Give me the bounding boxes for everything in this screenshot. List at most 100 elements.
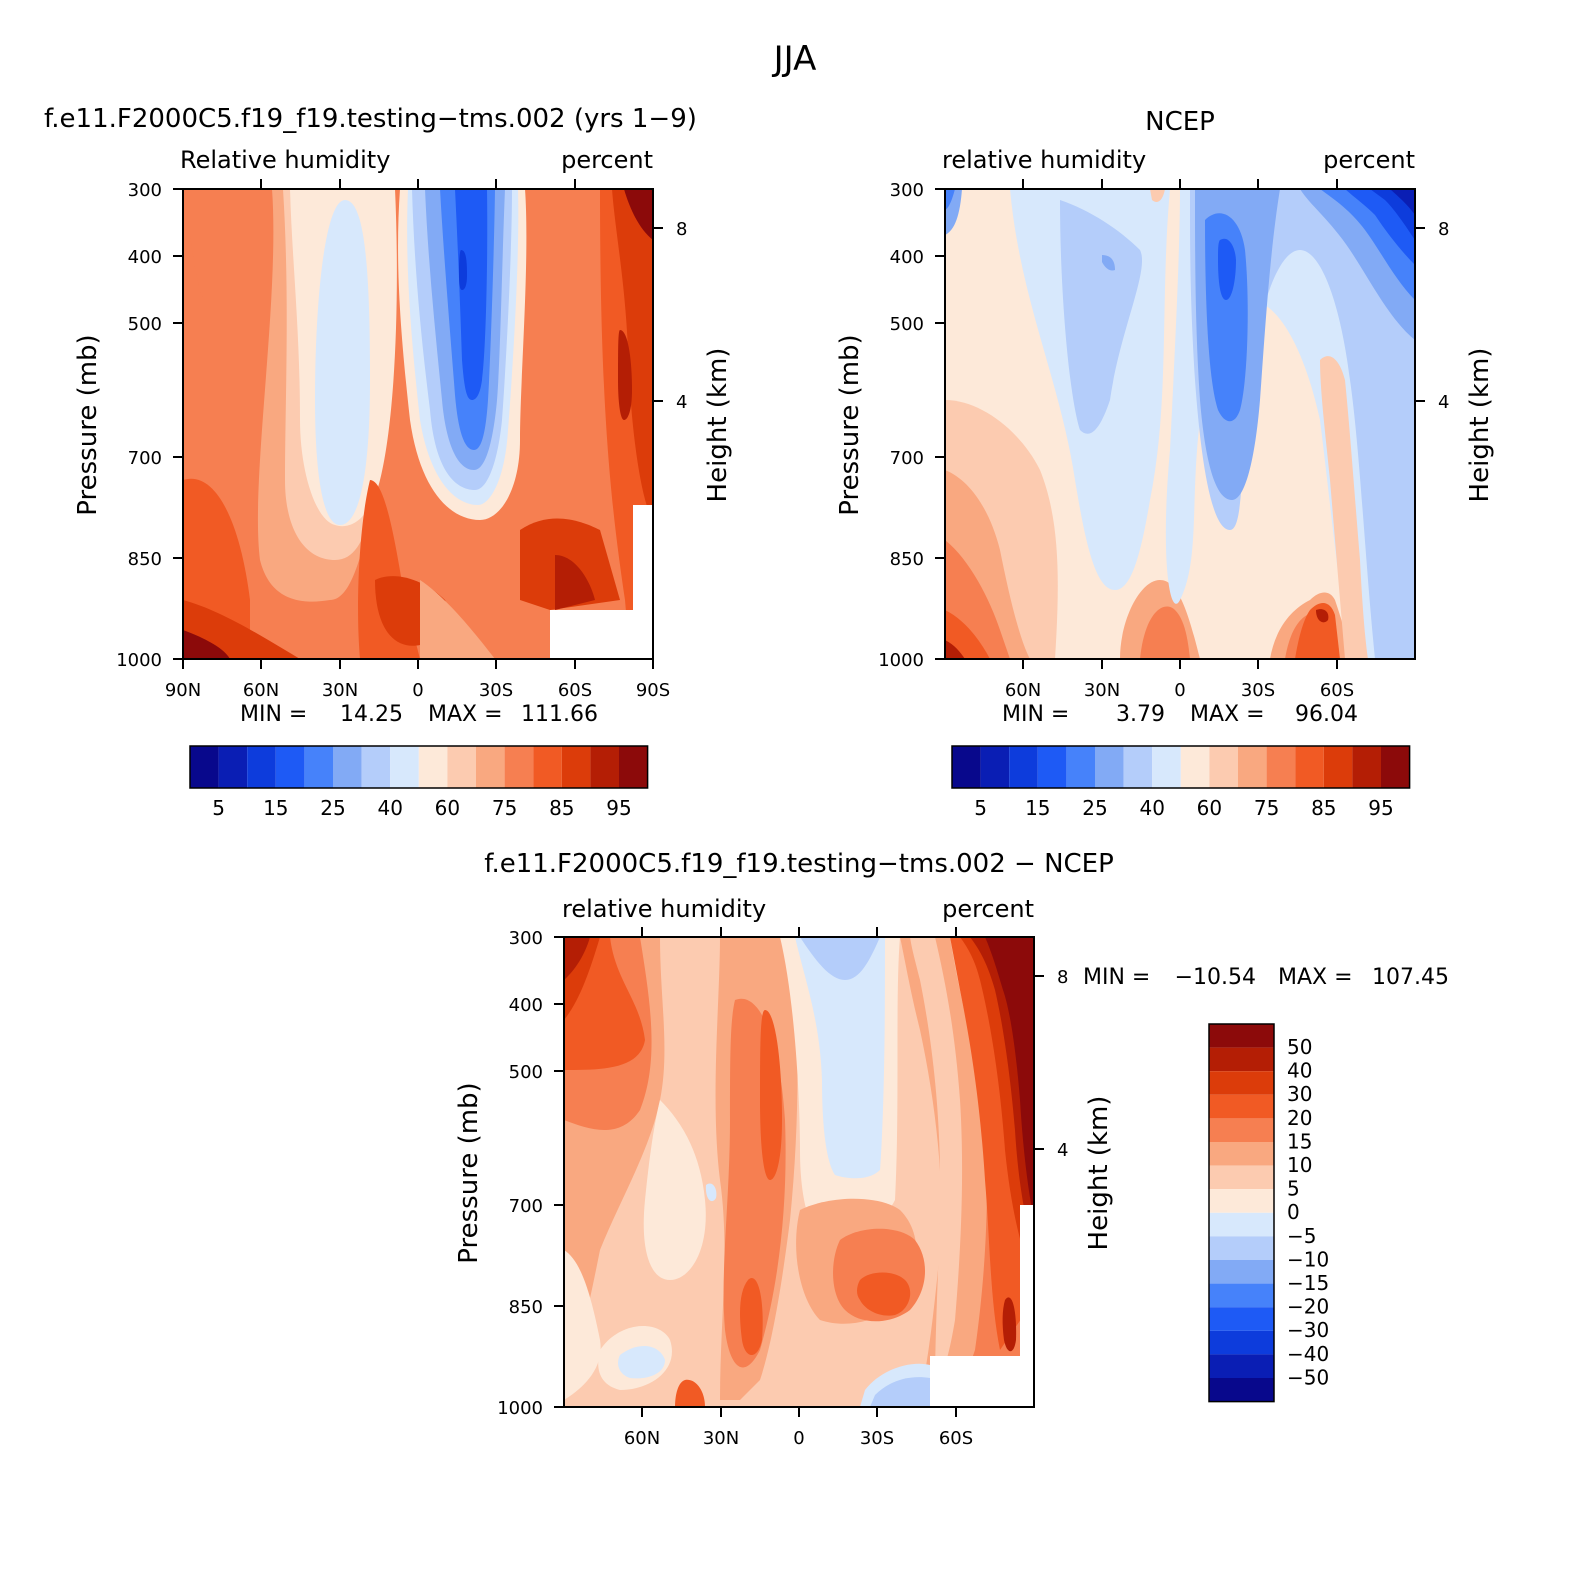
colorbar-label: 15 bbox=[1287, 1129, 1312, 1153]
colorbar-swatch bbox=[304, 746, 333, 788]
colorbar-swatch bbox=[1037, 746, 1067, 788]
contour-fill bbox=[183, 189, 205, 300]
panel-ncep-colorbar: 5 15 25 40 60 75 85 95 bbox=[951, 745, 1411, 820]
contour-fill bbox=[945, 640, 965, 659]
y-tick-label: 850 bbox=[890, 549, 924, 570]
contour-fill bbox=[930, 1205, 1034, 1407]
colorbar-swatch bbox=[1323, 746, 1353, 788]
x-tick-label: 60N bbox=[624, 1428, 660, 1449]
x-tick-label: 60N bbox=[1005, 680, 1041, 701]
y-tick-label: 1000 bbox=[497, 1398, 543, 1419]
colorbar-swatch bbox=[1266, 746, 1296, 788]
y-tick-label: 500 bbox=[509, 1062, 543, 1083]
colorbar-label: 20 bbox=[1287, 1106, 1312, 1130]
colorbar-label: 5 bbox=[974, 796, 987, 820]
colorbar-swatch bbox=[533, 746, 562, 788]
panel-model-max-label: MAX = bbox=[428, 702, 503, 727]
y-right-tick-label: 8 bbox=[1057, 967, 1068, 988]
contour-fill bbox=[795, 937, 885, 1179]
colorbar-swatch bbox=[1209, 1047, 1274, 1072]
y-tick-label: 400 bbox=[890, 247, 924, 268]
contour-fill bbox=[857, 1272, 911, 1316]
contour-fill bbox=[800, 937, 880, 980]
colorbar-label: 50 bbox=[1287, 1035, 1312, 1059]
colorbar-swatch bbox=[1209, 1378, 1274, 1402]
colorbar-label: −15 bbox=[1287, 1271, 1329, 1295]
x-tick-label: 60S bbox=[1320, 680, 1354, 701]
colorbar-swatch bbox=[1180, 746, 1210, 788]
x-tick-label: 90S bbox=[636, 680, 670, 701]
y-tick-label: 400 bbox=[509, 995, 543, 1016]
colorbar-label: 30 bbox=[1287, 1082, 1312, 1106]
panel-diff-title: f.e11.F2000C5.f19_f19.testing−tms.002 − … bbox=[484, 849, 1114, 879]
panel-model-title: f.e11.F2000C5.f19_f19.testing−tms.002 (y… bbox=[44, 104, 697, 134]
panel-ncep-contours bbox=[945, 189, 1415, 659]
colorbar-swatch bbox=[190, 746, 219, 788]
colorbar-swatch bbox=[1209, 1189, 1274, 1213]
colorbar-swatch bbox=[1209, 1212, 1274, 1237]
colorbar-swatch bbox=[418, 746, 448, 788]
colorbar-swatch bbox=[1209, 1354, 1274, 1378]
contour-fill bbox=[1140, 606, 1190, 659]
contour-fill bbox=[945, 189, 955, 210]
colorbar-swatch bbox=[590, 746, 619, 788]
colorbar-label: 40 bbox=[377, 796, 402, 820]
colorbar-label: −10 bbox=[1287, 1247, 1329, 1271]
contour-fill bbox=[612, 189, 653, 520]
y-tick-label: 300 bbox=[509, 928, 543, 949]
x-tick-label: 30N bbox=[1084, 680, 1120, 701]
colorbar-label: −30 bbox=[1287, 1318, 1329, 1342]
colorbar-swatch bbox=[390, 746, 419, 788]
panel-model-max-value: 111.66 bbox=[521, 702, 598, 727]
colorbar-swatch bbox=[1066, 746, 1095, 788]
contour-fill bbox=[1218, 238, 1236, 300]
panel-diff-left-label: relative humidity bbox=[562, 895, 766, 923]
panel-ncep-left-label: relative humidity bbox=[942, 146, 1146, 174]
colorbar-label: −50 bbox=[1287, 1365, 1329, 1389]
contour-fill bbox=[564, 1250, 601, 1400]
colorbar-label: 15 bbox=[263, 796, 288, 820]
colorbar-label: 0 bbox=[1287, 1200, 1300, 1224]
colorbar-swatch bbox=[361, 746, 391, 788]
contour-fill bbox=[183, 630, 230, 659]
colorbar-swatch bbox=[504, 746, 534, 788]
panel-ncep: NCEP relative humidity percent bbox=[835, 107, 1495, 820]
contour-fill bbox=[555, 555, 595, 610]
x-tick-label: 90N bbox=[165, 680, 201, 701]
colorbar-swatch bbox=[1209, 1165, 1274, 1190]
contour-fill bbox=[1060, 200, 1143, 434]
colorbar-label: 60 bbox=[435, 796, 460, 820]
y-right-tick-label: 4 bbox=[1057, 1140, 1068, 1161]
panel-diff-right-label: percent bbox=[942, 895, 1034, 923]
y-right-tick-label: 8 bbox=[1438, 219, 1449, 240]
colorbar-swatch bbox=[1209, 1283, 1274, 1308]
x-tick-label: 30S bbox=[860, 1428, 894, 1449]
contour-fill bbox=[985, 937, 1034, 1220]
y-tick-label: 700 bbox=[890, 448, 924, 469]
panel-ncep-max-value: 96.04 bbox=[1295, 702, 1358, 727]
contour-fill bbox=[740, 1278, 763, 1355]
panel-model-contours bbox=[183, 189, 653, 659]
colorbar-swatch bbox=[1238, 746, 1267, 788]
colorbar-swatch bbox=[1009, 746, 1038, 788]
contour-fill bbox=[459, 250, 467, 290]
panel-diff-min-label: MIN = bbox=[1083, 965, 1150, 990]
panel-diff-min-value: −10.54 bbox=[1175, 965, 1256, 990]
x-tick-label: 0 bbox=[412, 680, 423, 701]
colorbar-label: 25 bbox=[320, 796, 345, 820]
colorbar-label: −5 bbox=[1287, 1224, 1316, 1248]
y-tick-label: 1000 bbox=[116, 650, 162, 671]
panel-diff-y-right-axis-label: Height (km) bbox=[1084, 1096, 1114, 1251]
contour-fill bbox=[618, 1345, 665, 1379]
panel-model: f.e11.F2000C5.f19_f19.testing−tms.002 (y… bbox=[44, 104, 733, 820]
colorbar-swatch bbox=[1152, 746, 1181, 788]
panel-ncep-y-axis-label: Pressure (mb) bbox=[835, 334, 865, 515]
panel-model-colorbar: 5 15 25 40 60 75 85 95 bbox=[189, 745, 649, 820]
colorbar-label: −20 bbox=[1287, 1295, 1329, 1319]
x-tick-label: 0 bbox=[793, 1428, 804, 1449]
colorbar-swatch bbox=[218, 746, 248, 788]
panel-ncep-max-label: MAX = bbox=[1190, 702, 1265, 727]
contour-fill bbox=[1102, 255, 1115, 271]
